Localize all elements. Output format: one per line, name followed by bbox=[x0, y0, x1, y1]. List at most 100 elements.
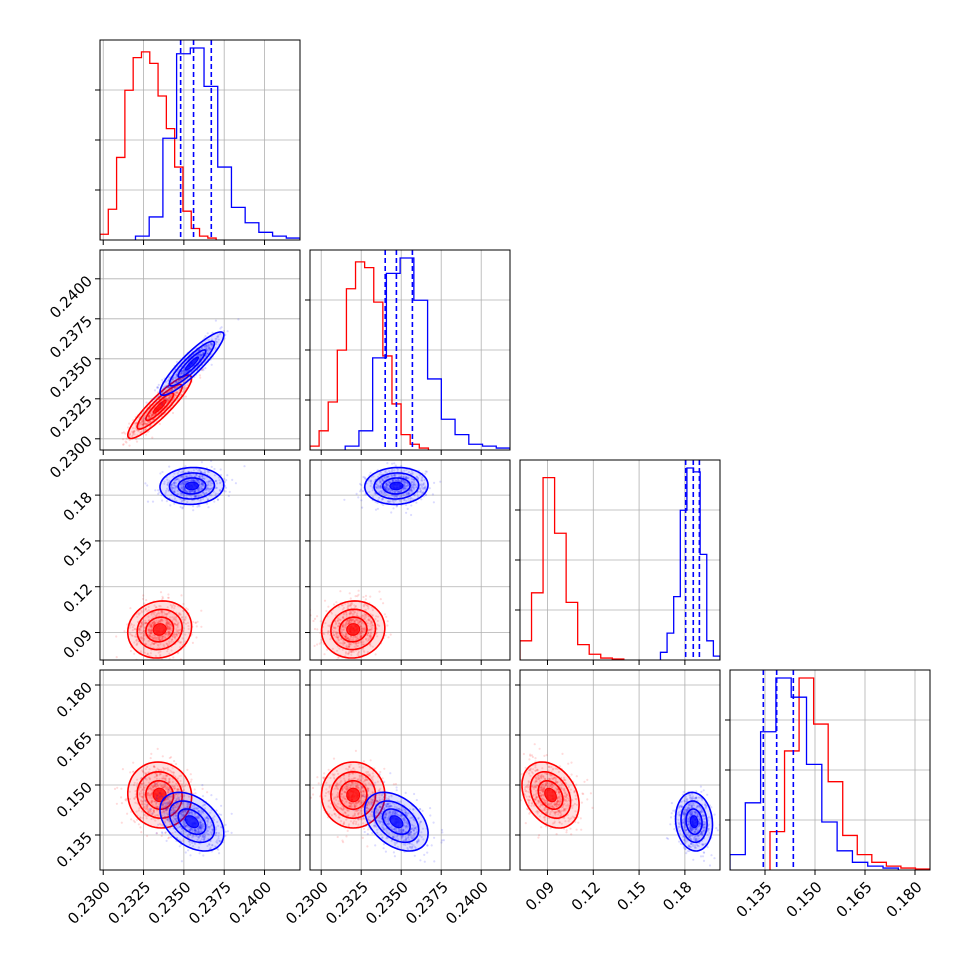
sample-point bbox=[182, 602, 185, 606]
sample-point bbox=[148, 414, 151, 417]
sample-point bbox=[359, 625, 362, 629]
panel-frame-2-1 bbox=[309, 459, 511, 661]
sample-point bbox=[316, 615, 319, 618]
sample-point bbox=[173, 379, 176, 382]
sample-point bbox=[187, 470, 190, 473]
sample-point bbox=[138, 424, 141, 427]
sample-point bbox=[349, 635, 352, 638]
sample-point bbox=[124, 798, 127, 801]
sample-point bbox=[207, 482, 210, 485]
sample-point bbox=[210, 342, 213, 345]
sample-point bbox=[143, 429, 146, 432]
sample-point bbox=[135, 639, 138, 642]
sample-point bbox=[363, 476, 366, 479]
sample-point bbox=[412, 478, 415, 481]
sample-point bbox=[140, 621, 143, 625]
sample-point bbox=[146, 803, 149, 806]
sample-point bbox=[142, 786, 146, 789]
sample-point bbox=[383, 491, 386, 495]
sample-point bbox=[128, 790, 131, 793]
sample-point bbox=[419, 490, 423, 493]
sample-point bbox=[332, 631, 335, 635]
sample-point bbox=[219, 327, 222, 330]
sample-point bbox=[400, 464, 403, 467]
sample-point bbox=[168, 631, 171, 634]
sample-point bbox=[339, 642, 342, 645]
sample-point bbox=[206, 488, 209, 491]
sample-point bbox=[145, 778, 148, 781]
sample-point bbox=[157, 492, 160, 495]
sample-point bbox=[123, 630, 126, 633]
sample-point bbox=[152, 622, 155, 625]
sample-point bbox=[170, 486, 173, 489]
sample-point bbox=[150, 788, 153, 791]
sample-point bbox=[187, 795, 190, 798]
sample-point bbox=[363, 650, 366, 654]
sample-point bbox=[180, 783, 184, 786]
sample-point bbox=[156, 643, 159, 646]
sample-point bbox=[176, 391, 179, 394]
sample-point bbox=[369, 480, 372, 483]
sample-point bbox=[191, 490, 194, 493]
sample-point bbox=[378, 590, 381, 593]
sample-point bbox=[184, 370, 187, 373]
sample-point bbox=[405, 493, 408, 496]
sample-point bbox=[323, 653, 326, 656]
sample-point bbox=[147, 421, 150, 424]
sample-point bbox=[180, 372, 183, 375]
sample-point bbox=[376, 485, 380, 488]
sample-point bbox=[405, 481, 408, 484]
sample-point bbox=[151, 415, 154, 418]
sample-point bbox=[166, 644, 170, 647]
sample-point bbox=[383, 613, 386, 616]
sample-point bbox=[135, 421, 138, 424]
sample-point bbox=[179, 492, 182, 495]
sample-point bbox=[408, 491, 411, 494]
sample-point bbox=[175, 391, 178, 394]
sample-point bbox=[182, 494, 185, 497]
sample-point bbox=[384, 486, 387, 489]
sample-point bbox=[132, 430, 135, 433]
sample-point bbox=[140, 421, 143, 424]
sample-point bbox=[144, 619, 147, 622]
sample-point bbox=[190, 474, 193, 477]
sample-point bbox=[385, 484, 389, 487]
sample-point bbox=[177, 612, 181, 615]
sample-point bbox=[172, 787, 175, 790]
sample-point bbox=[138, 628, 141, 631]
sample-point bbox=[419, 483, 422, 487]
sample-point bbox=[167, 481, 170, 484]
sample-point bbox=[371, 614, 374, 617]
sample-point bbox=[148, 631, 151, 634]
sample-point bbox=[349, 602, 352, 605]
plot-area-0-0 bbox=[100, 40, 300, 240]
sample-point bbox=[336, 636, 339, 639]
sample-point bbox=[373, 492, 376, 495]
sample-point bbox=[208, 480, 211, 483]
sample-point bbox=[392, 473, 395, 477]
sample-point bbox=[185, 490, 188, 493]
sample-point bbox=[178, 632, 181, 635]
sample-point bbox=[163, 633, 167, 636]
sample-point bbox=[199, 488, 202, 491]
sample-point bbox=[140, 609, 143, 612]
sample-point bbox=[159, 620, 162, 623]
sample-point bbox=[205, 344, 208, 348]
sample-point bbox=[205, 492, 208, 495]
sample-point bbox=[161, 378, 164, 382]
sample-point bbox=[215, 486, 218, 490]
sample-point bbox=[183, 795, 186, 798]
sample-point bbox=[377, 485, 380, 488]
sample-point bbox=[160, 391, 163, 394]
sample-point bbox=[183, 488, 186, 491]
sample-point bbox=[363, 603, 366, 606]
sample-point bbox=[363, 627, 366, 631]
sample-point bbox=[175, 762, 178, 766]
sample-point bbox=[143, 422, 146, 425]
sample-point bbox=[354, 635, 357, 638]
sample-point bbox=[395, 495, 398, 498]
sample-point bbox=[202, 351, 205, 354]
sample-point bbox=[351, 619, 355, 622]
sample-point bbox=[345, 612, 348, 616]
sample-point bbox=[157, 395, 160, 398]
